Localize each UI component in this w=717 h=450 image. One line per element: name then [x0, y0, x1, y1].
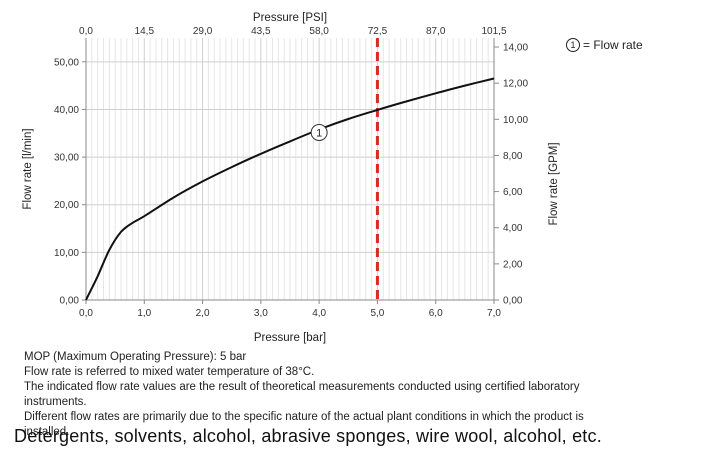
y2-tick-label: 14,00	[503, 43, 528, 54]
notes-block: MOP (Maximum Operating Pressure): 5 bar …	[24, 350, 714, 440]
note-line: The indicated flow rate values are the r…	[24, 381, 580, 393]
y2-tick-label: 2,00	[503, 259, 523, 270]
x-tick-label: 1,0	[137, 308, 151, 319]
y2-axis-title: Flow rate [GPM]	[548, 142, 560, 225]
x2-tick-label: 29,0	[193, 26, 213, 37]
legend-label: = Flow rate	[583, 38, 643, 52]
y2-tick-label: 8,00	[503, 151, 523, 162]
y2-tick-label: 4,00	[503, 223, 523, 234]
x2-tick-label: 0,0	[79, 26, 93, 37]
x2-tick-label: 87,0	[426, 26, 446, 37]
x2-tick-label: 101,5	[481, 26, 506, 37]
note-line: Flow rate is referred to mixed water tem…	[24, 366, 315, 378]
x-tick-label: 0,0	[79, 308, 93, 319]
x-tick-label: 5,0	[370, 308, 384, 319]
chart-legend: 1 = Flow rate	[566, 38, 643, 52]
annotation-circle	[310, 124, 328, 142]
x2-tick-label: 14,5	[135, 26, 155, 37]
legend-marker: 1	[566, 38, 580, 52]
bottom-text: Detergents, solvents, alcohol, abrasive …	[14, 426, 602, 446]
y2-tick-label: 10,00	[503, 115, 528, 126]
y-tick-label: 0,00	[60, 296, 80, 307]
x2-tick-label: 72,5	[368, 26, 388, 37]
note-line: installed.	[24, 426, 70, 438]
note-line: Different flow rates are primarily due t…	[24, 411, 584, 423]
y-tick-label: 20,00	[54, 200, 79, 211]
x-axis-title: Pressure [bar]	[254, 332, 326, 344]
series-line-flow-rate	[85, 77, 495, 301]
flow-rate-chart: 0,0 1,0 2,0 3,0 4,0 5,0 6,0 7,0 0,0 14,5 29,0 43,5 5…	[22, 12, 560, 344]
y2-tick-label: 12,00	[503, 79, 528, 90]
note-line: MOP (Maximum Operating Pressure): 5 bar	[24, 351, 247, 363]
y2-tick-label: 6,00	[503, 187, 523, 198]
annotation-label: 1	[316, 128, 322, 140]
x2-tick-label: 43,5	[251, 26, 271, 37]
y-tick-label: 30,00	[54, 153, 79, 164]
note-line: instruments.	[24, 396, 87, 408]
x-tick-label: 7,0	[487, 308, 501, 319]
y-tick-label: 40,00	[54, 105, 79, 116]
y2-tick-label: 0,00	[503, 296, 523, 307]
x-tick-label: 4,0	[312, 308, 326, 319]
x-tick-label: 2,0	[196, 308, 210, 319]
x2-tick-label: 58,0	[309, 26, 329, 37]
x-tick-label: 6,0	[429, 308, 443, 319]
y-tick-label: 50,00	[54, 57, 79, 68]
y-axis-title: Flow rate [l/min]	[22, 128, 34, 209]
x2-axis-title: Pressure [PSI]	[253, 12, 327, 24]
y-tick-label: 10,00	[54, 248, 79, 259]
x-tick-label: 3,0	[254, 308, 268, 319]
